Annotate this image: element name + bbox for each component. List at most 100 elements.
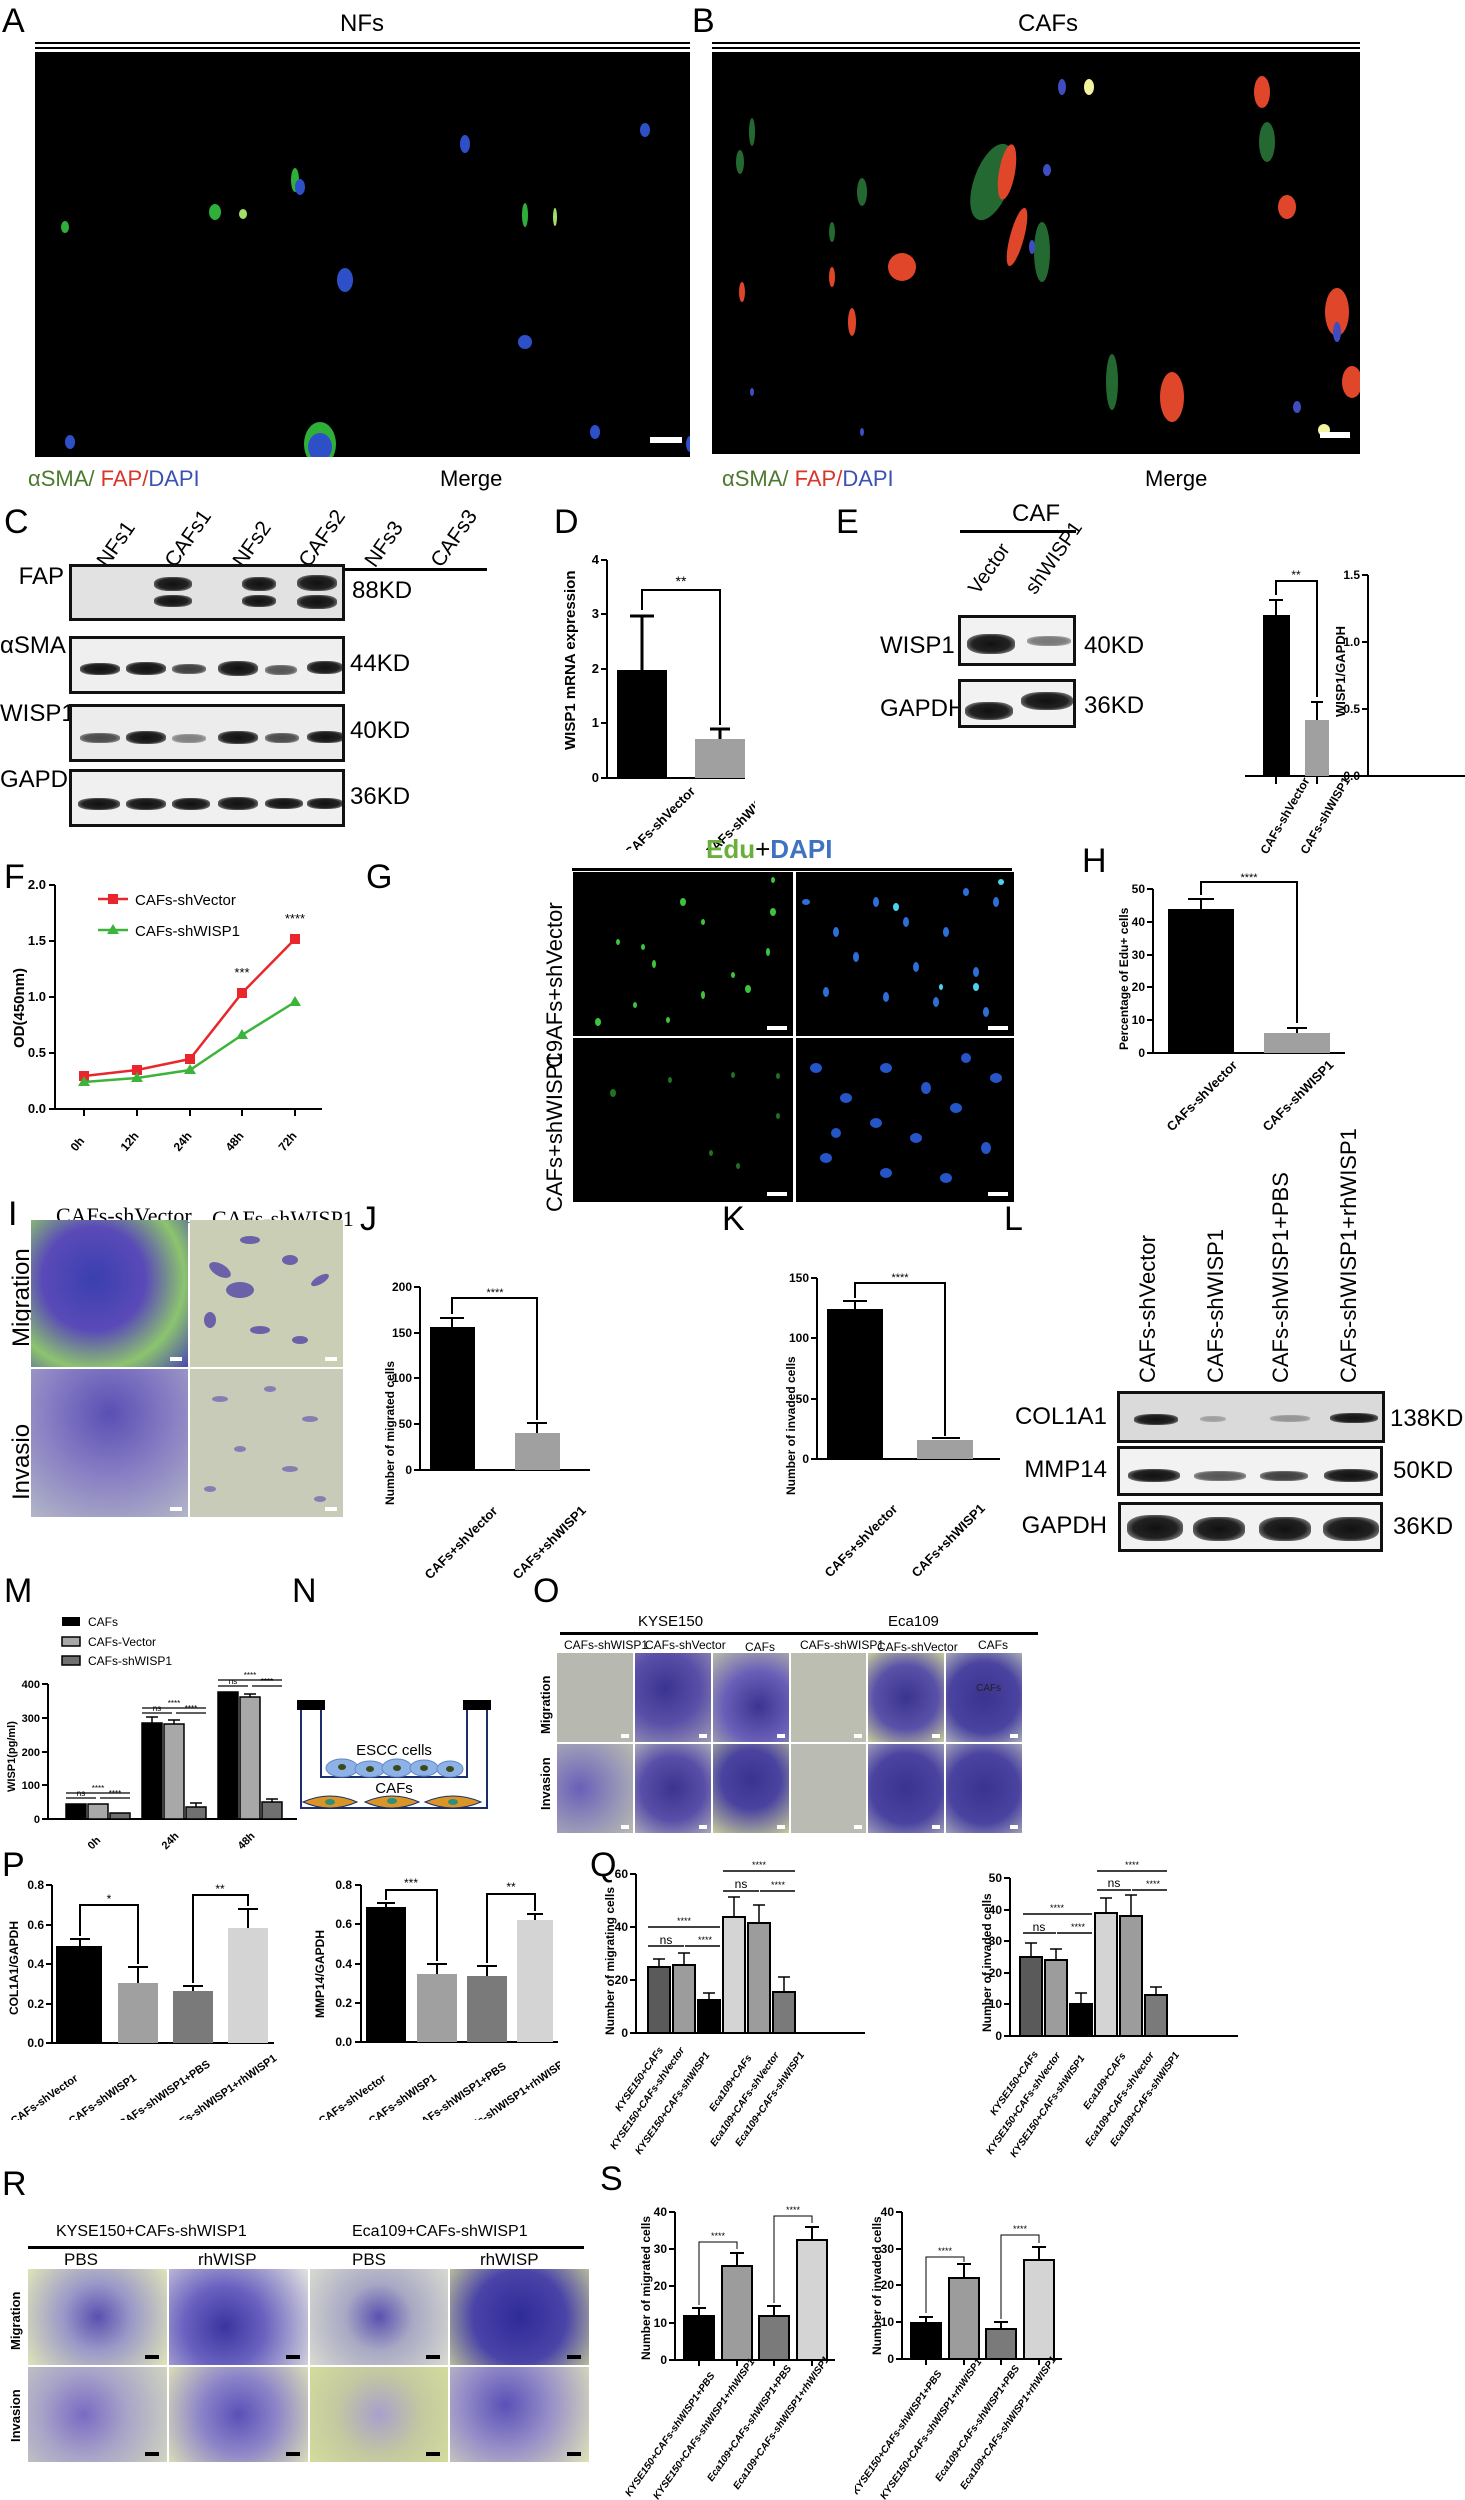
transwell-image: [168, 2269, 308, 2365]
svg-text:30: 30: [989, 1934, 1003, 1948]
y-axis-label: Number of invaded cells: [870, 2216, 884, 2355]
column-label: CAFs-shWISP1: [564, 1638, 649, 1652]
lane-label: CAFs-shWISP1+PBS: [1268, 1172, 1293, 1383]
y-axis-label: COL1A1/GAPDH: [7, 1921, 21, 2015]
svg-text:20: 20: [615, 1973, 629, 1987]
panel-label-p: P: [2, 1846, 25, 1884]
scale-bar: [932, 1825, 941, 1829]
x-tick-label: CAFs+shVector: [422, 1503, 501, 1582]
svg-text:ns: ns: [735, 1877, 748, 1891]
scale-bar: [767, 1026, 787, 1030]
edu-label: Edu: [706, 834, 756, 864]
chart-h-edu-percentage: Percentage of Edu+ cells 50 40 30 20 10 0 ***…: [1117, 872, 1345, 1130]
western-blot-wisp1: [69, 704, 345, 762]
y-axis-label: WISP1/GAPDH: [1333, 626, 1348, 717]
scale-bar: [144, 2452, 159, 2456]
western-blot-gapdh-e: [958, 679, 1076, 728]
svg-text:****: ****: [285, 911, 305, 926]
blot-label-wisp1: WISP1: [880, 632, 955, 659]
svg-text:100: 100: [789, 1331, 809, 1345]
transwell-image: [712, 1653, 789, 1742]
svg-text:****: ****: [92, 1784, 104, 1793]
svg-text:20: 20: [989, 1966, 1003, 1980]
svg-text:**: **: [506, 1880, 516, 1894]
svg-text:400: 400: [22, 1679, 40, 1691]
svg-text:0: 0: [995, 2029, 1002, 2043]
lane-label: Vector: [964, 539, 1015, 599]
svg-text:30: 30: [881, 2242, 895, 2256]
asma-label: αSMA/: [722, 466, 789, 491]
y-axis-label: Number of invaded cells: [784, 1356, 798, 1495]
svg-text:40: 40: [615, 1920, 629, 1934]
panel-label-n: N: [292, 1572, 317, 1610]
group-label-kyse150: KYSE150: [638, 1613, 704, 1630]
svg-text:30: 30: [654, 2242, 668, 2256]
svg-text:30: 30: [1132, 948, 1146, 962]
svg-text:1.5: 1.5: [28, 933, 46, 948]
svg-text:****: ****: [261, 1677, 273, 1686]
x-tick-label: CAFs-shVector: [1164, 1058, 1241, 1130]
y-axis-label: OD(450nm): [11, 968, 28, 1048]
svg-text:60: 60: [615, 1867, 629, 1881]
chart-f-od450-line: OD(450nm) 2.0 1.5 1.0 0.5 0.0 0h 12h 24h 48h…: [11, 880, 322, 1154]
scale-bar: [144, 2354, 159, 2359]
chart-p-col1a1: COL1A1/GAPDH 0.8 0.6 0.4 0.2 0.0 * ** CAFs-s…: [7, 1878, 279, 2120]
transwell-image: [450, 2366, 589, 2462]
panel-a-title: NFs: [340, 10, 384, 37]
panel-label-h: H: [1082, 842, 1107, 880]
svg-text:ns: ns: [660, 1933, 673, 1947]
svg-text:1: 1: [592, 715, 599, 730]
svg-text:150: 150: [392, 1326, 412, 1340]
transwell-image: [31, 1369, 188, 1517]
svg-text:****: ****: [786, 2205, 801, 2215]
x-tick-label: CAFs+shWISP1: [909, 1501, 988, 1580]
panel-label-m: M: [4, 1572, 33, 1610]
kd-label: 36KD: [1393, 1513, 1454, 1540]
svg-text:ns: ns: [153, 1704, 161, 1713]
transwell-image: [634, 1653, 711, 1742]
svg-text:****: ****: [109, 1789, 121, 1798]
panel-b-merge-label: Merge: [1145, 466, 1208, 491]
x-tick-label: CAFs+shVector: [822, 1501, 901, 1580]
nf-fluorescence-image: [35, 52, 690, 457]
svg-text:1.0: 1.0: [1343, 635, 1360, 649]
group-label: Eca109+CAFs-shWISP1: [352, 2223, 528, 2240]
transwell-image: [450, 2269, 589, 2365]
panel-label-q: Q: [590, 1846, 617, 1884]
svg-text:20: 20: [881, 2278, 895, 2292]
panel-label-i: I: [8, 1195, 18, 1233]
svg-text:300: 300: [22, 1713, 40, 1725]
svg-text:20: 20: [1132, 980, 1146, 994]
dapi-image-shvector: [796, 872, 1014, 1036]
transwell-image: CAFs: [946, 1653, 1022, 1742]
blot-label-gapdh: GAPDH: [0, 766, 86, 793]
scale-bar: [650, 437, 682, 443]
scale-bar: [988, 1026, 1008, 1030]
chart-q-invaded: Number of invaded cells 50 40 30 20 10 0 ****…: [980, 1860, 1238, 2160]
western-blot-gapdh-l: [1118, 1502, 1383, 1552]
panel-label-d: D: [554, 503, 579, 541]
svg-text:0.2: 0.2: [27, 1997, 44, 2011]
y-axis-label: Number of migrating cells: [603, 1887, 617, 2035]
lane-label: NFs3: [360, 517, 408, 572]
x-tick-label: 0h: [68, 1134, 88, 1154]
svg-text:****: ****: [185, 1704, 197, 1713]
x-tick-label: CAFs-shWISP1: [1260, 1057, 1337, 1130]
transwell-image: [868, 1653, 945, 1742]
chart-e-wisp1-gapdh: WISP1/GAPDH 1.51.00.50.0: [1333, 568, 1465, 783]
column-label: CAFs-shVector: [877, 1640, 958, 1654]
panel-label-j: J: [360, 1200, 377, 1238]
row-label-migration: Migration: [8, 2291, 23, 2351]
svg-text:****: ****: [1013, 2224, 1028, 2234]
row-label-invasion: Invasion: [538, 1757, 553, 1810]
panel-b-divider: [712, 42, 1360, 49]
svg-text:200: 200: [392, 1280, 412, 1294]
x-tick-label: 48h: [223, 1129, 247, 1154]
y-axis-label: WISP1 mRNA expression: [562, 571, 579, 751]
panel-label-g: G: [366, 858, 393, 896]
y-axis-label: WISP1(pg/ml): [6, 1721, 18, 1792]
svg-text:100: 100: [22, 1780, 40, 1792]
asma-label: αSMA/: [28, 466, 95, 491]
kd-label: 40KD: [350, 717, 411, 744]
transwell-image: [634, 1744, 711, 1833]
